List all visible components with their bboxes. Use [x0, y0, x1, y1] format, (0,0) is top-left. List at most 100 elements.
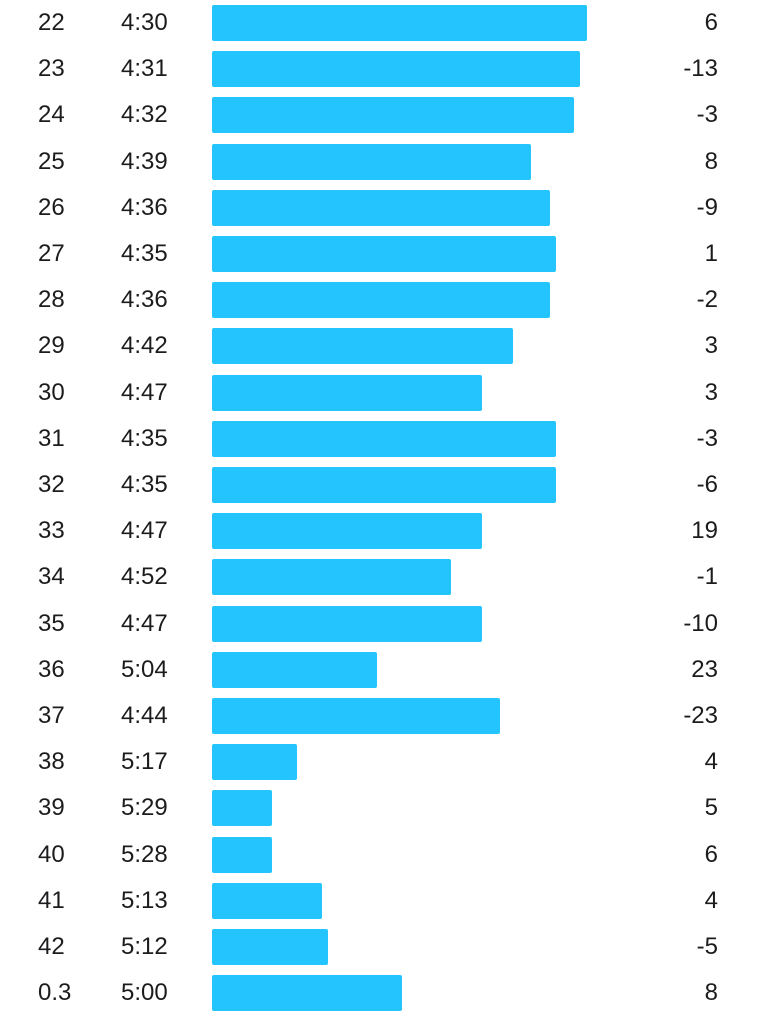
split-row[interactable]: 30 4:47 3: [0, 370, 757, 416]
pace-bar: [212, 651, 377, 688]
pace-bar: [212, 420, 556, 457]
split-elevation: -3: [696, 424, 718, 452]
split-elevation: 5: [704, 794, 718, 822]
split-km: 30: [38, 378, 65, 406]
pace-bar: [212, 5, 587, 41]
split-pace: 5:29: [121, 794, 168, 822]
split-pace: 5:13: [121, 886, 168, 914]
split-pace: 4:39: [121, 147, 168, 175]
pace-bar: [212, 605, 482, 642]
split-km: 31: [38, 424, 65, 452]
split-pace: 4:31: [121, 55, 168, 83]
split-km: 28: [38, 286, 65, 314]
split-elevation: -3: [696, 101, 718, 129]
split-km: 0.3: [38, 979, 72, 1007]
split-elevation: 6: [704, 9, 718, 36]
split-elevation: 4: [704, 886, 718, 914]
split-pace: 4:35: [121, 471, 168, 498]
split-km: 35: [38, 609, 65, 637]
split-pace: 4:30: [121, 9, 168, 36]
split-km: 25: [38, 147, 65, 175]
split-pace: 4:36: [121, 193, 168, 221]
pace-bar: [212, 975, 402, 1012]
split-row[interactable]: 31 4:35 -3: [0, 416, 757, 462]
pace-bar: [212, 328, 513, 365]
split-pace: 4:52: [121, 563, 168, 591]
split-km: 41: [38, 886, 65, 914]
pace-bar: [212, 143, 531, 180]
split-pace: 4:36: [121, 286, 168, 314]
split-km: 23: [38, 55, 65, 83]
split-row[interactable]: 41 5:13 4: [0, 878, 757, 924]
split-km: 39: [38, 794, 65, 822]
split-elevation: 8: [704, 147, 718, 175]
split-row[interactable]: 32 4:35 -6: [0, 462, 757, 508]
pace-bar: [212, 97, 574, 134]
split-km: 22: [38, 9, 65, 36]
split-km: 26: [38, 193, 65, 221]
split-pace: 4:42: [121, 332, 168, 360]
split-row[interactable]: 33 4:47 19: [0, 508, 757, 554]
split-pace: 5:00: [121, 979, 168, 1007]
split-km: 37: [38, 702, 65, 729]
split-row[interactable]: 26 4:36 -9: [0, 185, 757, 231]
split-row[interactable]: 25 4:39 8: [0, 139, 757, 185]
pace-bar: [212, 51, 580, 88]
split-row[interactable]: 24 4:32 -3: [0, 92, 757, 138]
split-row[interactable]: 35 4:47 -10: [0, 601, 757, 647]
pace-bar: [212, 744, 297, 781]
split-pace: 4:47: [121, 378, 168, 406]
split-pace: 4:35: [121, 424, 168, 452]
split-km: 36: [38, 655, 65, 683]
split-pace: 4:44: [121, 702, 168, 729]
split-row[interactable]: 34 4:52 -1: [0, 554, 757, 600]
split-elevation: 8: [704, 979, 718, 1007]
split-row[interactable]: 27 4:35 1: [0, 231, 757, 277]
pace-bar: [212, 836, 272, 873]
split-km: 38: [38, 748, 65, 776]
split-km: 29: [38, 332, 65, 360]
split-pace: 4:32: [121, 101, 168, 129]
split-row[interactable]: 36 5:04 23: [0, 647, 757, 693]
split-row[interactable]: 42 5:12 -5: [0, 924, 757, 970]
pace-bar: [212, 790, 272, 827]
split-elevation: -10: [683, 609, 718, 637]
split-row[interactable]: 39 5:29 5: [0, 785, 757, 831]
pace-bar: [212, 282, 550, 319]
split-km: 24: [38, 101, 65, 129]
split-km: 32: [38, 471, 65, 498]
split-row[interactable]: 23 4:31 -13: [0, 46, 757, 92]
split-km: 34: [38, 563, 65, 591]
split-km: 40: [38, 840, 65, 868]
split-elevation: -2: [696, 286, 718, 314]
pace-bar: [212, 189, 550, 226]
split-row[interactable]: 37 4:44 -23: [0, 693, 757, 739]
split-row[interactable]: 40 5:28 6: [0, 832, 757, 878]
split-elevation: 6: [704, 840, 718, 868]
split-row[interactable]: 29 4:42 3: [0, 323, 757, 369]
split-km: 42: [38, 933, 65, 960]
pace-bar: [212, 929, 328, 965]
split-pace: 4:47: [121, 609, 168, 637]
split-elevation: 19: [691, 517, 718, 545]
split-elevation: -23: [683, 702, 718, 729]
split-elevation: -1: [696, 563, 718, 591]
pace-bar: [212, 513, 482, 550]
split-pace: 5:28: [121, 840, 168, 868]
split-pace: 5:04: [121, 655, 168, 683]
split-pace: 4:35: [121, 240, 168, 267]
pace-bar: [212, 882, 322, 919]
pace-bar: [212, 559, 451, 596]
split-row[interactable]: 22 4:30 6: [0, 0, 757, 46]
split-row[interactable]: 0.3 5:00 8: [0, 970, 757, 1016]
split-elevation: -13: [683, 55, 718, 83]
split-pace: 5:17: [121, 748, 168, 776]
pace-bar: [212, 374, 482, 411]
split-row[interactable]: 38 5:17 4: [0, 739, 757, 785]
split-km: 27: [38, 240, 65, 267]
split-elevation: -6: [696, 471, 718, 498]
split-elevation: -9: [696, 193, 718, 221]
split-row[interactable]: 28 4:36 -2: [0, 277, 757, 323]
split-elevation: 4: [704, 748, 718, 776]
